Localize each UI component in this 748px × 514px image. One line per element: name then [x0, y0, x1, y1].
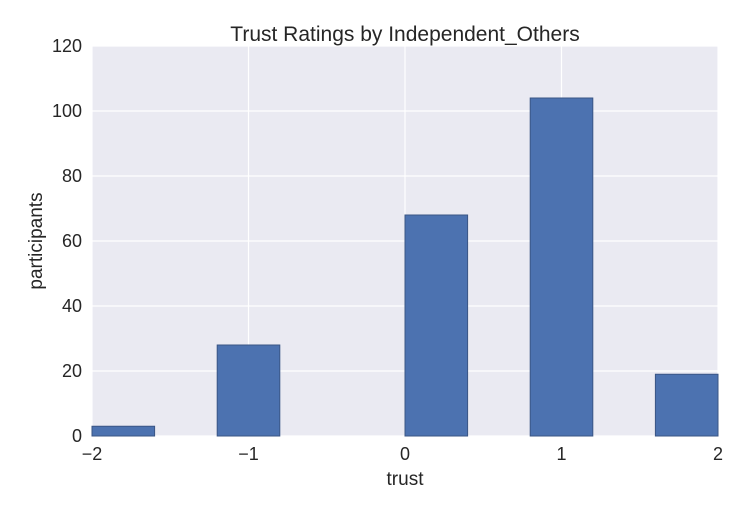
x-tick-label: −2: [82, 444, 103, 464]
y-tick-label: 40: [62, 296, 82, 316]
y-tick-labels: 0 20 40 60 80 100 120: [52, 36, 82, 446]
histogram-bar: [529, 97, 594, 437]
x-tick-label: 2: [713, 444, 723, 464]
histogram-bar: [404, 214, 469, 437]
histogram-bar: [654, 373, 719, 437]
y-tick-label: 0: [72, 426, 82, 446]
x-tick-label: −1: [238, 444, 259, 464]
y-tick-label: 100: [52, 101, 82, 121]
chart-title: Trust Ratings by Independent_Others: [230, 23, 579, 46]
y-tick-label: 60: [62, 231, 82, 251]
x-tick-label: 0: [400, 444, 410, 464]
y-tick-label: 80: [62, 166, 82, 186]
y-tick-label: 120: [52, 36, 82, 56]
histogram-bar: [216, 344, 281, 437]
x-tick-labels: −2 −1 0 1 2: [82, 444, 723, 464]
histogram-bar: [91, 425, 156, 437]
y-axis-title: participants: [26, 192, 47, 289]
y-tick-label: 20: [62, 361, 82, 381]
x-tick-label: 1: [556, 444, 566, 464]
x-axis-title: trust: [387, 469, 425, 490]
bars: [91, 97, 719, 437]
